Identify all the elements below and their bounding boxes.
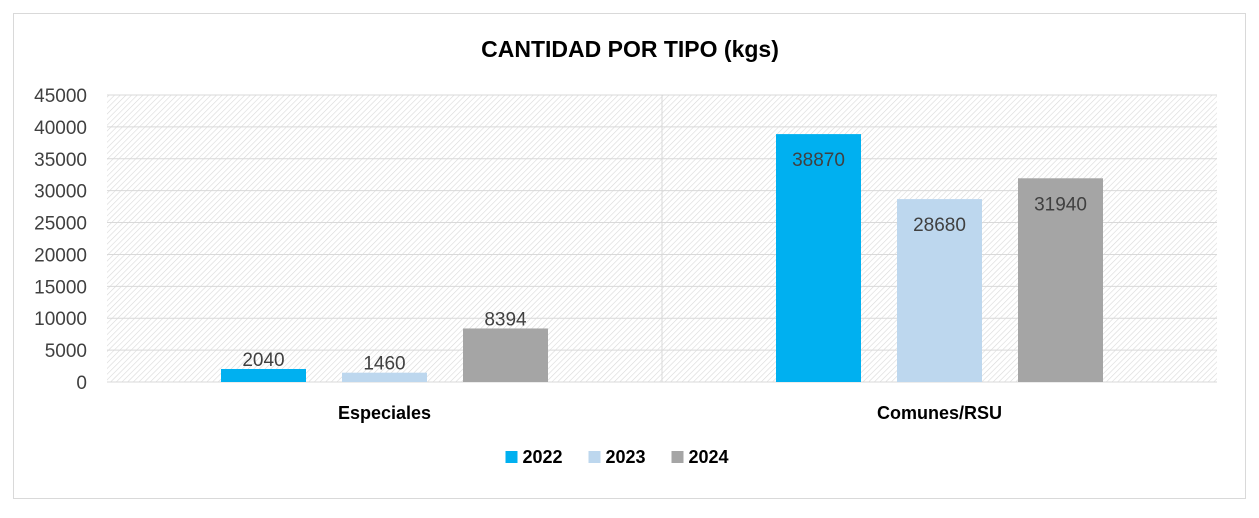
bars xyxy=(221,134,1103,382)
bar-2023-1 xyxy=(897,199,982,382)
y-tick-label: 0 xyxy=(76,373,87,394)
data-label: 1460 xyxy=(363,354,405,375)
y-tick-label: 35000 xyxy=(34,150,87,171)
y-axis-tick-labels: 0 5000 10000 15000 20000 25000 30000 35000 40000… xyxy=(34,86,87,394)
y-tick-label: 10000 xyxy=(34,309,87,330)
category-labels: Especiales Comunes/RSU xyxy=(338,403,1002,423)
bar-2022-0 xyxy=(221,368,306,382)
bar-2022-1 xyxy=(776,134,861,382)
bar-2024-1 xyxy=(1018,178,1103,382)
y-tick-label: 45000 xyxy=(34,86,87,107)
data-labels: 2040 1460 8394 38870 28680 31940 xyxy=(242,150,1087,375)
bar-2023-0 xyxy=(342,372,427,382)
category-label: Comunes/RSU xyxy=(877,403,1002,423)
legend-label: 2024 xyxy=(689,447,729,467)
legend-swatch xyxy=(671,451,684,463)
legend-label: 2022 xyxy=(523,447,563,467)
chart-title: CANTIDAD POR TIPO (kgs) xyxy=(481,36,779,62)
data-label: 28680 xyxy=(913,215,966,236)
y-tick-label: 25000 xyxy=(34,214,87,235)
y-tick-label: 15000 xyxy=(34,277,87,298)
legend-swatch xyxy=(588,451,601,463)
y-tick-label: 40000 xyxy=(34,118,87,139)
data-label: 38870 xyxy=(792,150,845,171)
legend-swatch xyxy=(505,451,518,463)
data-label: 8394 xyxy=(484,309,527,330)
bar-2024-0 xyxy=(463,328,548,382)
legend-label: 2023 xyxy=(606,447,646,467)
legend: 2022 2023 2024 xyxy=(505,447,729,467)
category-label: Especiales xyxy=(338,403,431,423)
y-tick-label: 5000 xyxy=(45,341,87,362)
y-tick-label: 30000 xyxy=(34,182,87,203)
y-tick-label: 20000 xyxy=(34,245,87,266)
data-label: 2040 xyxy=(242,350,284,371)
data-label: 31940 xyxy=(1034,194,1087,215)
